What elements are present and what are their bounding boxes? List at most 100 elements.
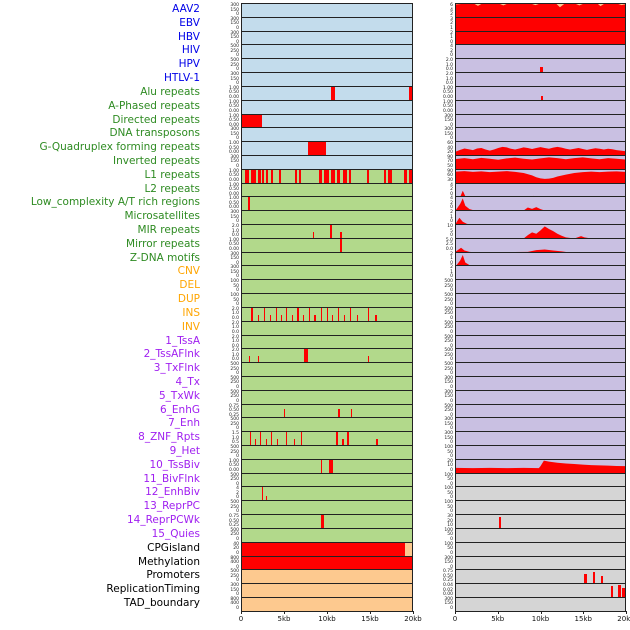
- data-bar: [337, 169, 340, 184]
- track-label: AAV2: [172, 3, 200, 15]
- left-track-panel: [241, 141, 413, 157]
- area-fill: [456, 254, 625, 267]
- y-tick-label: 0.50: [228, 463, 239, 469]
- right-y-axis-ticks: 500 250 0: [413, 362, 455, 378]
- track-row: 7_Enh 500 250 0 300 150 0: [0, 417, 630, 433]
- track-label: A-Phased repeats: [108, 99, 200, 112]
- y-tick-label: 300: [230, 154, 239, 160]
- y-tick-label: 0: [450, 315, 453, 321]
- y-tick-label: 250: [230, 394, 239, 400]
- y-tick-label: 500: [230, 445, 239, 450]
- data-bar: [618, 585, 621, 598]
- y-tick-label: 0: [236, 592, 239, 598]
- y-tick-label: 0: [450, 205, 453, 211]
- y-tick-label: 1: [450, 35, 453, 41]
- y-tick-label: 0: [450, 509, 453, 515]
- y-tick-label: 1.00: [442, 85, 453, 91]
- track-label: 2_TssAFlnk: [143, 348, 200, 361]
- data-bar: [622, 587, 625, 598]
- y-tick-label: 1.0: [231, 311, 239, 317]
- y-tick-label: 50: [447, 477, 453, 483]
- y-tick-label: 2.0: [445, 72, 453, 78]
- y-tick-label: 0.00: [228, 177, 239, 183]
- y-tick-label: 0: [450, 536, 453, 542]
- y-tick-label: 150: [444, 131, 453, 137]
- y-tick-label: 500: [230, 500, 239, 506]
- left-y-axis-ticks: 300 150 0: [205, 31, 241, 47]
- y-tick-label: 0: [236, 495, 239, 501]
- y-tick-label: 150: [444, 435, 453, 441]
- left-y-axis-ticks: 300 150 0: [205, 210, 241, 226]
- y-tick-label: 0.50: [228, 104, 239, 110]
- y-tick-label: 500: [444, 279, 453, 285]
- y-tick-label: 10: [447, 224, 453, 229]
- y-tick-label: 0.0: [231, 315, 239, 321]
- y-tick-label: 150: [444, 380, 453, 386]
- right-y-axis-ticks: 300 150 0: [413, 597, 455, 613]
- data-bar: [340, 231, 342, 239]
- track-row: 14_ReprPCWk 0.75 0.50 0.25 30 20 10: [0, 514, 630, 530]
- left-y-axis-ticks: 500 250 0: [205, 376, 241, 392]
- data-bar: [292, 314, 294, 322]
- y-tick-label: 30: [447, 177, 453, 183]
- data-bar: [257, 356, 259, 363]
- y-tick-label: 150: [230, 131, 239, 137]
- y-tick-label: 150: [230, 587, 239, 593]
- track-label: 15_Quies: [151, 527, 200, 540]
- data-bar: [331, 169, 335, 184]
- y-tick-label: 2.0: [231, 306, 239, 312]
- track-label: DUP: [177, 293, 200, 306]
- x-tick-mark: [583, 610, 585, 614]
- x-tick-label: 10kb: [531, 614, 550, 623]
- y-tick-label: 1: [450, 269, 453, 275]
- y-tick-label: 1.00: [228, 196, 239, 202]
- track-label: L2 repeats: [144, 182, 200, 195]
- left-y-axis-ticks: 800 400 0: [205, 597, 241, 613]
- y-tick-label: 20: [447, 518, 453, 524]
- track-row: HTLV-1 300 150 0 2.0 1.0 0.0: [0, 72, 630, 88]
- data-bar: [276, 307, 278, 322]
- y-tick-label: 1.0: [231, 228, 239, 234]
- data-bar: [332, 314, 334, 322]
- right-y-axis-ticks: 500 250 0: [413, 279, 455, 295]
- y-tick-label: 250: [444, 339, 453, 344]
- y-tick-label: 300: [230, 72, 239, 78]
- area-fill: [456, 157, 625, 170]
- track-row: 8_ZNF_Rpts 1.5 1.0 0.5 300 150 0: [0, 431, 630, 447]
- track-row: INV 2.0 1.0 0.0 500 250 0: [0, 320, 630, 337]
- data-bar: [338, 307, 340, 322]
- y-tick-label: 0: [236, 564, 239, 570]
- y-tick-label: 0.50: [228, 118, 239, 123]
- right-y-axis-ticks: 500 250 0: [413, 293, 455, 309]
- area-fill: [456, 198, 625, 211]
- y-tick-label: 500: [230, 44, 239, 50]
- track-row: Promoters 500 250 0 0.75 0.50 0.25: [0, 569, 630, 585]
- y-tick-label: 2.0: [231, 320, 239, 326]
- data-bar: [338, 408, 340, 419]
- left-track-panel: [241, 555, 413, 571]
- data-bar: [329, 225, 332, 239]
- y-tick-label: 50: [447, 504, 453, 510]
- y-tick-label: 150: [230, 214, 239, 220]
- right-y-axis-ticks: 1.00 0.50 0.00: [413, 86, 455, 102]
- y-tick-label: 10: [447, 463, 453, 469]
- y-tick-label: 100: [444, 500, 453, 506]
- track-row: DNA transposons 300 150 0 300 150 0: [0, 127, 630, 143]
- track-label: CPGisland: [147, 541, 200, 554]
- track-label: 5_TxWk: [158, 389, 200, 402]
- data-bar: [249, 356, 251, 363]
- right-y-axis-ticks: 90 70 50: [413, 155, 455, 171]
- y-tick-label: 0: [450, 454, 453, 459]
- y-tick-label: 500: [230, 472, 239, 478]
- left-y-axis-ticks: 500 250 0: [205, 417, 241, 433]
- right-y-axis-ticks: 10 5 0: [413, 224, 455, 240]
- y-tick-label: 150: [230, 35, 239, 41]
- y-tick-label: 0.50: [228, 187, 239, 193]
- y-tick-label: 0: [450, 495, 453, 501]
- y-tick-label: 250: [444, 366, 453, 372]
- y-tick-label: 0.50: [228, 242, 239, 248]
- y-tick-label: 0: [450, 233, 453, 238]
- y-tick-label: 1: [450, 256, 453, 262]
